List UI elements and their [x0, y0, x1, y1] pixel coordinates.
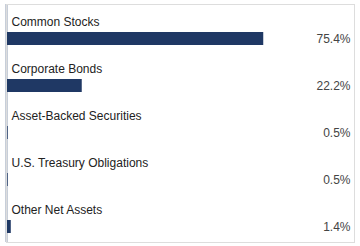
svg-text:Common Stocks: Common Stocks: [12, 15, 100, 29]
svg-text:Asset-Backed Securities: Asset-Backed Securities: [12, 109, 142, 123]
svg-text:Corporate Bonds: Corporate Bonds: [12, 62, 103, 76]
svg-text:75.4%: 75.4%: [316, 32, 350, 46]
svg-text:0.5%: 0.5%: [323, 173, 351, 187]
svg-text:U.S. Treasury Obligations: U.S. Treasury Obligations: [12, 156, 149, 170]
svg-text:0.5%: 0.5%: [323, 126, 351, 140]
svg-text:1.4%: 1.4%: [323, 220, 351, 234]
svg-text:Other Net Assets: Other Net Assets: [12, 203, 103, 217]
svg-text:22.2%: 22.2%: [316, 79, 350, 93]
